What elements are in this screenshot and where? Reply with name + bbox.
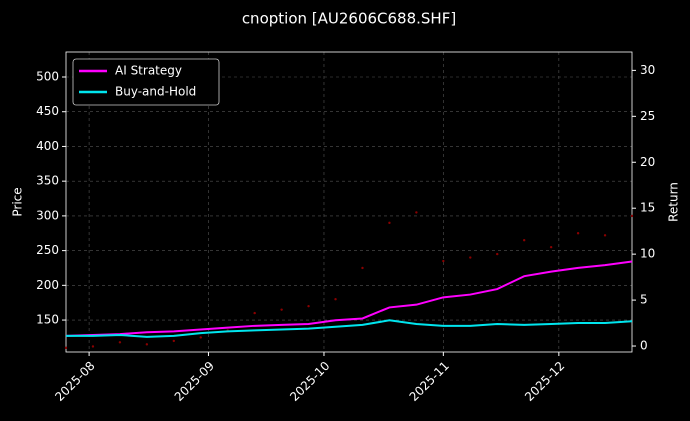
y-tick-label: 350 <box>36 174 59 188</box>
y2-tick-label: 25 <box>640 109 655 123</box>
price-point <box>280 308 283 311</box>
price-point <box>496 252 499 256</box>
price-point <box>145 343 149 346</box>
y-tick-label: 400 <box>36 139 59 153</box>
y2-tick-label: 30 <box>640 63 655 77</box>
y2-tick-label: 20 <box>640 155 655 169</box>
y-tick-label: 250 <box>36 243 59 257</box>
legend-label: Buy-and-Hold <box>115 85 196 99</box>
y2-tick-label: 15 <box>640 201 655 215</box>
price-point <box>118 341 122 344</box>
y-tick-label: 200 <box>36 278 59 292</box>
chart-title: cnoption [AU2606C688.SHF] <box>242 10 456 28</box>
plot-frame <box>65 51 633 353</box>
price-point <box>415 211 418 214</box>
y-tick-label: 450 <box>36 104 59 118</box>
price-point <box>469 256 472 259</box>
x-tick-label: 2025-11 <box>407 359 452 404</box>
legend-label: AI Strategy <box>115 64 182 78</box>
price-point <box>172 339 176 343</box>
x-tick-label: 2025-08 <box>52 359 97 404</box>
y2-tick-label: 10 <box>640 247 655 261</box>
price-point <box>442 259 445 263</box>
series-line <box>66 319 633 338</box>
price-point <box>361 266 364 270</box>
price-point <box>576 232 580 235</box>
price-point <box>630 214 634 218</box>
y2-tick-label: 0 <box>640 339 648 353</box>
legend-box <box>72 58 220 106</box>
x-tick-label: 2025-09 <box>172 359 217 404</box>
y-axis-label: Price <box>11 187 25 216</box>
price-point <box>91 345 95 348</box>
y2-axis-label: Return <box>667 182 681 222</box>
x-tick-label: 2025-12 <box>522 359 567 404</box>
price-point <box>199 336 202 339</box>
price-point <box>549 245 553 249</box>
price-point <box>253 311 256 315</box>
price-point <box>388 221 391 225</box>
y-tick-label: 500 <box>36 70 59 84</box>
price-point <box>64 346 68 350</box>
series-line <box>65 260 633 337</box>
x-tick-label: 2025-10 <box>287 359 332 404</box>
y-tick-label: 300 <box>36 208 59 222</box>
price-point <box>307 304 310 308</box>
price-point <box>603 234 607 237</box>
price-point <box>334 298 337 301</box>
price-point <box>522 238 526 242</box>
y-tick-label: 150 <box>36 313 59 327</box>
y2-tick-label: 5 <box>640 293 648 307</box>
